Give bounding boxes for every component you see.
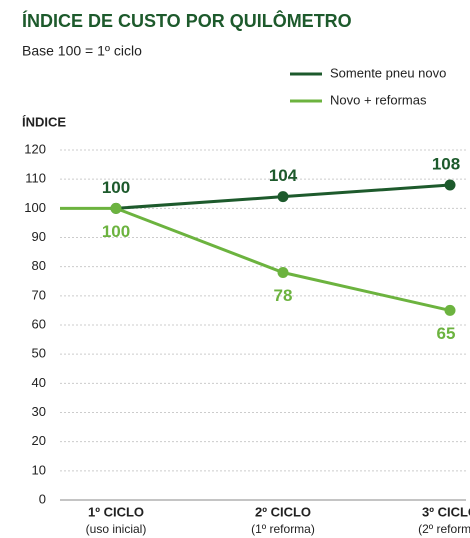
data-point xyxy=(277,191,289,203)
data-label: 65 xyxy=(437,324,456,343)
data-point xyxy=(277,267,289,278)
y-tick-label: 20 xyxy=(32,433,46,448)
y-tick-label: 120 xyxy=(24,141,46,156)
legend-label: Somente pneu novo xyxy=(330,65,446,80)
y-tick-label: 10 xyxy=(32,462,46,477)
data-label: 100 xyxy=(102,178,130,197)
x-tick-label: 3º CICLO xyxy=(422,504,470,519)
data-point xyxy=(444,304,456,316)
chart-title: ÍNDICE DE CUSTO POR QUILÔMETRO xyxy=(22,10,352,31)
y-axis-label: ÍNDICE xyxy=(22,114,66,129)
data-label: 108 xyxy=(432,154,460,173)
y-tick-label: 110 xyxy=(25,171,46,186)
x-tick-label: 1º CICLO xyxy=(88,504,144,519)
x-tick-label: 2º CICLO xyxy=(255,504,311,519)
x-tick-sublabel: (1º reforma) xyxy=(251,522,315,536)
y-tick-label: 50 xyxy=(32,346,46,361)
data-label: 104 xyxy=(269,166,298,185)
data-label: 100 xyxy=(102,222,130,241)
y-tick-label: 70 xyxy=(32,287,46,302)
y-tick-label: 0 xyxy=(39,491,46,506)
data-label: 78 xyxy=(274,286,293,305)
y-tick-label: 30 xyxy=(32,404,46,419)
x-tick-sublabel: (uso inicial) xyxy=(86,522,147,536)
y-tick-label: 100 xyxy=(24,200,46,215)
data-point xyxy=(444,179,456,191)
data-point xyxy=(110,202,122,214)
chart-subtitle: Base 100 = 1º ciclo xyxy=(22,43,142,59)
y-tick-label: 80 xyxy=(32,258,46,273)
y-tick-label: 60 xyxy=(32,316,46,331)
x-tick-sublabel: (2º reforma) xyxy=(418,522,470,536)
legend-label: Novo + reformas xyxy=(330,92,427,107)
y-tick-label: 40 xyxy=(32,375,46,390)
y-tick-label: 90 xyxy=(32,229,46,244)
